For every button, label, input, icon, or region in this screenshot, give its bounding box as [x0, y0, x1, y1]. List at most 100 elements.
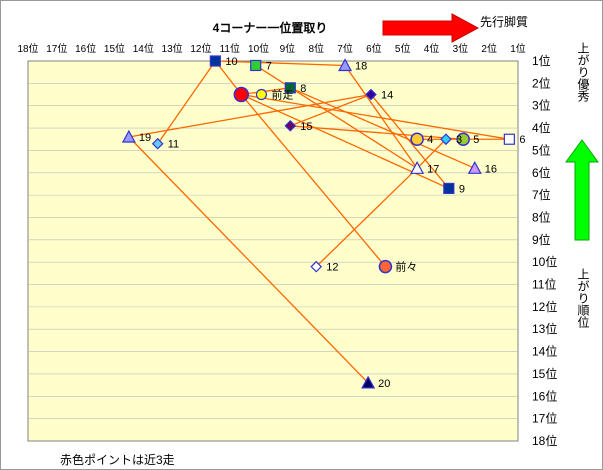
- x-tick-label: 17位: [46, 42, 67, 55]
- y-tick-label: 7位: [532, 187, 551, 202]
- y-side-label: 上がり順位: [576, 268, 590, 328]
- y-tick-label: 16位: [532, 388, 557, 403]
- point-前々: [378, 259, 393, 274]
- point-label: 5: [473, 134, 479, 146]
- point-label: 7: [266, 60, 272, 72]
- footnote: 赤色ポイントは近3走: [60, 453, 175, 467]
- point-labels: 10 7 18 8 前走 14 15 19 11 4 3 5 6 17 16 9 12 前々 20: [139, 56, 526, 390]
- x-tick-label: 15位: [104, 42, 125, 55]
- y-tick-label: 4位: [532, 120, 551, 135]
- chart-title: 4コーナー一位置取り: [213, 20, 328, 35]
- connection-line: [241, 93, 510, 140]
- point-label: 15: [300, 121, 312, 133]
- connection-line: [344, 65, 418, 169]
- up-arrow-label: 上がり優秀: [576, 42, 590, 102]
- y-tick-label: 3位: [532, 98, 551, 113]
- connection-line: [128, 136, 369, 384]
- x-tick-label: 6位: [366, 42, 382, 55]
- y-tick-label: 10位: [532, 254, 557, 269]
- point-label: 12: [326, 262, 338, 274]
- connection-line: [255, 64, 418, 169]
- x-tick-label: 18位: [17, 42, 38, 55]
- point-label: 前走: [271, 88, 293, 102]
- connection-line: [290, 125, 464, 140]
- point-3: [440, 133, 452, 146]
- connection-line: [128, 93, 372, 138]
- point-19: [121, 129, 136, 143]
- data-points: [121, 55, 515, 389]
- x-tick-label: 8位: [308, 42, 324, 55]
- point-label: 10: [225, 56, 237, 68]
- point-20: [361, 375, 376, 389]
- x-tick-label: 11位: [220, 42, 240, 55]
- point-label: 17: [427, 163, 439, 175]
- point-label: 11: [168, 139, 179, 151]
- y-tick-label: 17位: [532, 411, 557, 426]
- point-label: 14: [381, 90, 393, 102]
- point-18: [338, 58, 353, 72]
- point-label: 19: [139, 132, 151, 144]
- y-tick-labels: 1位 2位 3位 4位 5位 6位 7位 8位 9位 10位 11位 12位 13位 14位 15位 16位 1…: [532, 53, 557, 448]
- y-tick-label: 5位: [532, 142, 551, 157]
- point-label: 9: [459, 183, 465, 195]
- x-tick-label: 12位: [190, 42, 211, 55]
- x-tick-label: 3位: [453, 42, 469, 55]
- y-tick-label: 11位: [532, 277, 556, 292]
- x-tick-label: 16位: [75, 42, 96, 55]
- x-tick-label: 5位: [395, 42, 411, 55]
- point-15: [284, 119, 297, 132]
- y-tick-label: 2位: [532, 75, 551, 90]
- x-tick-label: 2位: [481, 42, 497, 55]
- point-8: [284, 82, 296, 94]
- point-11: [151, 137, 164, 150]
- y-tick-label: 12位: [532, 299, 557, 314]
- point-label: 20: [378, 378, 390, 390]
- point-14: [365, 88, 377, 101]
- connection-line: [315, 167, 418, 268]
- x-tick-label: 4位: [424, 42, 440, 55]
- connection-line: [290, 87, 476, 169]
- point-10: [209, 55, 221, 67]
- connection-line: [416, 138, 447, 169]
- point-17: [410, 161, 425, 174]
- point-前走: [233, 86, 250, 103]
- point-4: [410, 132, 424, 146]
- point-6: [503, 133, 515, 145]
- green-up-arrow-icon: [565, 139, 599, 241]
- point-label: 6: [519, 134, 525, 146]
- x-tick-label: 13位: [162, 42, 183, 55]
- y-tick-label: 1位: [532, 53, 551, 68]
- point-label: 8: [300, 83, 306, 95]
- x-tick-label: 1位: [510, 42, 526, 55]
- point-7: [250, 59, 262, 72]
- connection-line: [215, 60, 346, 67]
- plot-area: [27, 60, 519, 442]
- x-tick-label: 14位: [133, 42, 154, 55]
- connection-line: [370, 94, 450, 189]
- point-5: [456, 132, 470, 146]
- red-right-arrow-icon: [382, 13, 480, 43]
- y-tick-label: 15位: [532, 366, 557, 381]
- y-tick-label: 14位: [532, 344, 557, 359]
- point-label: 前々: [395, 260, 417, 274]
- y-tick-label: 9位: [532, 232, 551, 247]
- x-tick-label: 9位: [280, 42, 296, 55]
- x-tick-label: 10位: [248, 42, 269, 55]
- point-16: [467, 161, 482, 174]
- point-label: 16: [485, 163, 497, 175]
- y-tick-label: 8位: [532, 209, 551, 224]
- x-tick-labels: 18位 17位 16位 15位 14位 13位 12位 11位 10位 9位 8位 7位 6位 5位 4位 3…: [17, 42, 525, 55]
- connection-line: [290, 93, 372, 127]
- y-tick-label: 13位: [532, 321, 557, 336]
- connection-line: [240, 94, 386, 268]
- point-前走: [255, 88, 268, 101]
- point-9: [443, 182, 455, 195]
- point-12: [310, 260, 323, 273]
- right-arrow-label: 先行脚質: [480, 14, 528, 29]
- y-tick-label: 6位: [532, 165, 551, 180]
- point-label: 4: [427, 134, 433, 146]
- point-label: 18: [355, 60, 367, 72]
- point-label: 3: [456, 134, 462, 146]
- x-tick-label: 7位: [337, 42, 353, 55]
